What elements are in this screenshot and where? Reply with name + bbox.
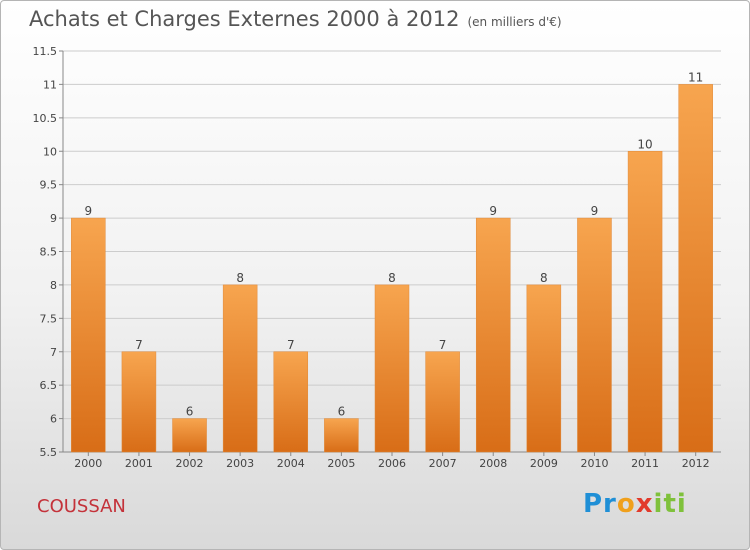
data-label: 8 [388, 271, 396, 285]
bar-2002 [172, 418, 207, 453]
commune-name: COUSSAN [37, 496, 126, 517]
x-tick-label: 2007 [429, 457, 457, 470]
y-tick-label: 10.5 [33, 112, 58, 125]
logo-part-1: Pr [583, 489, 617, 519]
bar-2011 [627, 151, 663, 453]
x-tick-label: 2003 [226, 457, 254, 470]
axes: 5.5 6 6.5 7 7.5 8 8.5 9 9.5 10 10.5 11 11.5 2000 2001 2… [33, 45, 721, 470]
x-tick-label: 2011 [631, 457, 659, 470]
bar-2009 [526, 284, 562, 453]
proxiti-logo: Proxiti [583, 489, 687, 519]
bar-2010 [577, 217, 612, 453]
logo-part-3: x [635, 489, 654, 519]
x-tick-label: 2010 [580, 457, 608, 470]
bar-2007 [425, 351, 460, 453]
chart-subtitle: (en milliers d'€) [467, 15, 562, 29]
x-tick-label: 2000 [74, 457, 102, 470]
data-label: 8 [540, 271, 548, 285]
x-tick-label: 2008 [479, 457, 507, 470]
y-tick-label: 5.5 [40, 446, 58, 459]
data-label: 9 [591, 204, 599, 218]
chart-title: Achats et Charges Externes 2000 à 2012 (e… [29, 7, 562, 31]
y-tick-label: 7 [50, 346, 57, 359]
data-label: 11 [688, 70, 703, 84]
y-tick-label: 9.5 [40, 179, 58, 192]
data-label: 8 [236, 271, 244, 285]
bar-2012 [678, 84, 713, 453]
data-labels: 9 7 6 8 7 6 8 7 9 8 9 10 11 [84, 70, 703, 418]
chart-title-text: Achats et Charges Externes 2000 à 2012 [29, 7, 460, 31]
y-tick-label: 8 [50, 279, 57, 292]
x-tick-label: 2006 [378, 457, 406, 470]
bars [71, 84, 713, 453]
data-label: 6 [186, 405, 194, 419]
x-tick-label: 2002 [176, 457, 204, 470]
x-tick-label: 2001 [125, 457, 153, 470]
y-tick-label: 9 [50, 212, 57, 225]
logo-part-2: o [616, 489, 636, 519]
bar-2004 [273, 351, 309, 453]
bar-2003 [222, 284, 258, 453]
y-tick-label: 6 [50, 413, 57, 426]
y-tick-label: 7.5 [40, 312, 58, 325]
y-tick-label: 11.5 [33, 45, 58, 58]
x-tick-label: 2005 [327, 457, 355, 470]
bar-2001 [121, 351, 157, 453]
data-label: 9 [489, 204, 497, 218]
x-tick-label: 2009 [530, 457, 558, 470]
data-label: 9 [84, 204, 92, 218]
bar-2006 [374, 284, 410, 453]
data-label: 10 [637, 137, 652, 151]
y-tick-label: 10 [43, 145, 57, 158]
data-label: 7 [439, 338, 447, 352]
data-label: 7 [287, 338, 295, 352]
logo-part-4: iti [653, 489, 687, 519]
data-label: 6 [338, 405, 346, 419]
x-tick-label: 2012 [682, 457, 710, 470]
bar-2000 [71, 217, 106, 453]
y-tick-label: 11 [43, 78, 57, 91]
y-tick-label: 8.5 [40, 246, 58, 259]
y-tick-label: 6.5 [40, 379, 58, 392]
data-label: 7 [135, 338, 143, 352]
x-tick-label: 2004 [277, 457, 305, 470]
bar-2008 [475, 217, 511, 453]
bar-2005 [324, 418, 359, 453]
